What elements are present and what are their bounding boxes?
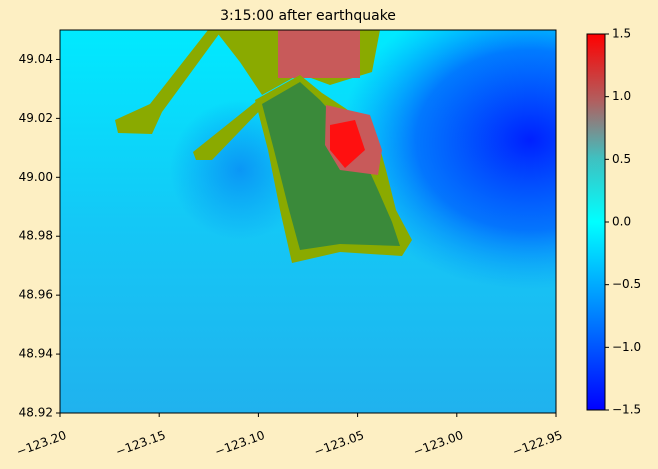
y-tick-label: 48.96 (19, 288, 53, 302)
x-tick-label: −123.05 (312, 428, 366, 459)
colorbar-tick-label: −1.5 (612, 403, 641, 417)
plot-frame (59, 29, 557, 414)
colorbar (586, 33, 606, 411)
colorbar-tick-label: 0.5 (612, 152, 631, 166)
x-tick-label: −122.95 (511, 428, 565, 459)
map-image (60, 30, 556, 413)
y-tick-label: 48.98 (19, 229, 53, 243)
chart-title: 3:15:00 after earthquake (220, 8, 396, 24)
colorbar-tick-label: −0.5 (612, 277, 641, 291)
colorbar-tick-label: 1.0 (612, 89, 631, 103)
colorbar-tick-label: 1.5 (612, 27, 631, 41)
x-tick-label: −123.10 (213, 428, 267, 459)
y-tick-label: 48.94 (19, 347, 53, 361)
x-tick-label: −123.15 (114, 428, 168, 459)
y-tick-label: 49.02 (19, 111, 53, 125)
y-tick-label: 49.00 (19, 170, 53, 184)
y-tick-label: 48.92 (19, 406, 53, 420)
y-tick-label: 49.04 (19, 52, 53, 66)
colorbar-tick-label: −1.0 (612, 340, 641, 354)
colorbar-tick-label: 0.0 (612, 215, 631, 229)
x-tick-label: −123.20 (15, 428, 69, 459)
x-tick-label: −123.00 (411, 428, 465, 459)
